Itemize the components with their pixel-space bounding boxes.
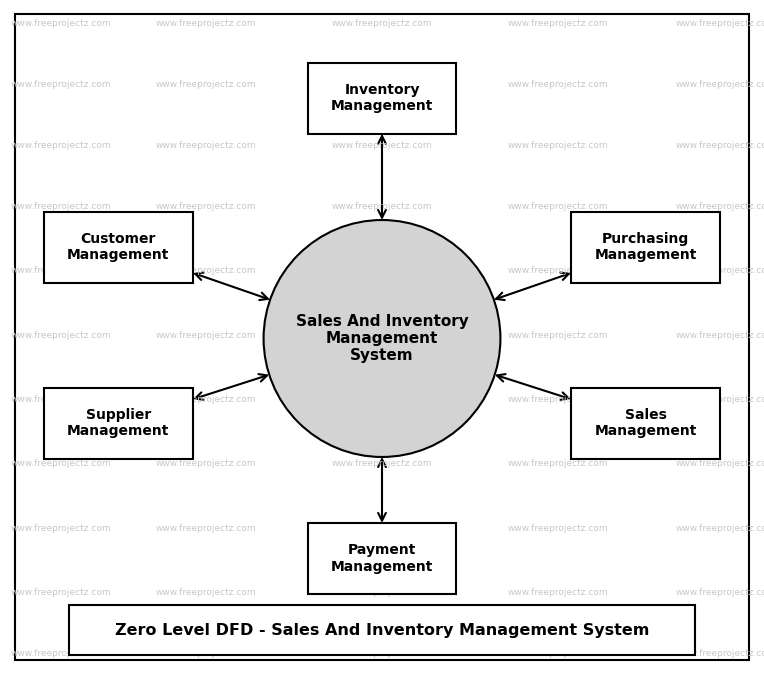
Text: www.freeprojectz.com: www.freeprojectz.com xyxy=(332,80,432,89)
Text: www.freeprojectz.com: www.freeprojectz.com xyxy=(332,330,432,340)
Text: www.freeprojectz.com: www.freeprojectz.com xyxy=(156,19,257,28)
Text: www.freeprojectz.com: www.freeprojectz.com xyxy=(11,141,112,150)
Bar xyxy=(571,387,720,459)
Text: www.freeprojectz.com: www.freeprojectz.com xyxy=(11,80,112,89)
Text: www.freeprojectz.com: www.freeprojectz.com xyxy=(156,80,257,89)
Bar xyxy=(307,523,456,594)
Text: www.freeprojectz.com: www.freeprojectz.com xyxy=(332,649,432,658)
Text: www.freeprojectz.com: www.freeprojectz.com xyxy=(11,588,112,597)
Text: www.freeprojectz.com: www.freeprojectz.com xyxy=(332,459,432,468)
Text: www.freeprojectz.com: www.freeprojectz.com xyxy=(507,141,608,150)
Text: Sales
Management: Sales Management xyxy=(594,408,697,438)
Bar xyxy=(44,211,193,283)
Text: www.freeprojectz.com: www.freeprojectz.com xyxy=(675,459,764,468)
Text: Payment
Management: Payment Management xyxy=(331,544,433,573)
Text: www.freeprojectz.com: www.freeprojectz.com xyxy=(11,19,112,28)
Text: www.freeprojectz.com: www.freeprojectz.com xyxy=(11,202,112,211)
Text: www.freeprojectz.com: www.freeprojectz.com xyxy=(156,202,257,211)
Text: www.freeprojectz.com: www.freeprojectz.com xyxy=(332,19,432,28)
Text: www.freeprojectz.com: www.freeprojectz.com xyxy=(507,395,608,404)
Text: www.freeprojectz.com: www.freeprojectz.com xyxy=(332,523,432,533)
Text: www.freeprojectz.com: www.freeprojectz.com xyxy=(332,395,432,404)
Text: www.freeprojectz.com: www.freeprojectz.com xyxy=(11,523,112,533)
Text: www.freeprojectz.com: www.freeprojectz.com xyxy=(675,19,764,28)
Text: www.freeprojectz.com: www.freeprojectz.com xyxy=(675,202,764,211)
Text: www.freeprojectz.com: www.freeprojectz.com xyxy=(332,141,432,150)
Text: www.freeprojectz.com: www.freeprojectz.com xyxy=(675,330,764,340)
Text: www.freeprojectz.com: www.freeprojectz.com xyxy=(156,523,257,533)
Text: www.freeprojectz.com: www.freeprojectz.com xyxy=(507,202,608,211)
Text: www.freeprojectz.com: www.freeprojectz.com xyxy=(156,649,257,658)
Text: Sales And Inventory
Management
System: Sales And Inventory Management System xyxy=(296,313,468,364)
Text: Zero Level DFD - Sales And Inventory Management System: Zero Level DFD - Sales And Inventory Man… xyxy=(115,623,649,638)
Text: www.freeprojectz.com: www.freeprojectz.com xyxy=(156,330,257,340)
Text: www.freeprojectz.com: www.freeprojectz.com xyxy=(11,395,112,404)
Text: Inventory
Management: Inventory Management xyxy=(331,83,433,113)
Text: Purchasing
Management: Purchasing Management xyxy=(594,232,697,262)
Text: www.freeprojectz.com: www.freeprojectz.com xyxy=(675,588,764,597)
Text: www.freeprojectz.com: www.freeprojectz.com xyxy=(675,395,764,404)
Text: www.freeprojectz.com: www.freeprojectz.com xyxy=(507,649,608,658)
Bar xyxy=(307,62,456,133)
Text: www.freeprojectz.com: www.freeprojectz.com xyxy=(675,649,764,658)
Bar xyxy=(571,211,720,283)
Text: www.freeprojectz.com: www.freeprojectz.com xyxy=(156,266,257,276)
Text: www.freeprojectz.com: www.freeprojectz.com xyxy=(332,266,432,276)
Text: www.freeprojectz.com: www.freeprojectz.com xyxy=(507,330,608,340)
Text: www.freeprojectz.com: www.freeprojectz.com xyxy=(675,141,764,150)
Bar xyxy=(69,605,695,655)
Text: www.freeprojectz.com: www.freeprojectz.com xyxy=(675,523,764,533)
Text: www.freeprojectz.com: www.freeprojectz.com xyxy=(11,649,112,658)
Text: www.freeprojectz.com: www.freeprojectz.com xyxy=(507,266,608,276)
Text: www.freeprojectz.com: www.freeprojectz.com xyxy=(11,459,112,468)
Text: www.freeprojectz.com: www.freeprojectz.com xyxy=(675,80,764,89)
Text: www.freeprojectz.com: www.freeprojectz.com xyxy=(507,80,608,89)
Ellipse shape xyxy=(264,220,500,457)
Text: Supplier
Management: Supplier Management xyxy=(67,408,170,438)
Text: www.freeprojectz.com: www.freeprojectz.com xyxy=(11,266,112,276)
Text: www.freeprojectz.com: www.freeprojectz.com xyxy=(156,141,257,150)
Text: www.freeprojectz.com: www.freeprojectz.com xyxy=(507,19,608,28)
Text: www.freeprojectz.com: www.freeprojectz.com xyxy=(507,459,608,468)
Text: Customer
Management: Customer Management xyxy=(67,232,170,262)
Bar xyxy=(44,387,193,459)
Text: www.freeprojectz.com: www.freeprojectz.com xyxy=(156,395,257,404)
Text: www.freeprojectz.com: www.freeprojectz.com xyxy=(332,202,432,211)
Text: www.freeprojectz.com: www.freeprojectz.com xyxy=(675,266,764,276)
Text: www.freeprojectz.com: www.freeprojectz.com xyxy=(11,330,112,340)
Text: www.freeprojectz.com: www.freeprojectz.com xyxy=(507,523,608,533)
Text: www.freeprojectz.com: www.freeprojectz.com xyxy=(507,588,608,597)
Text: www.freeprojectz.com: www.freeprojectz.com xyxy=(156,459,257,468)
Text: www.freeprojectz.com: www.freeprojectz.com xyxy=(156,588,257,597)
Text: www.freeprojectz.com: www.freeprojectz.com xyxy=(332,588,432,597)
